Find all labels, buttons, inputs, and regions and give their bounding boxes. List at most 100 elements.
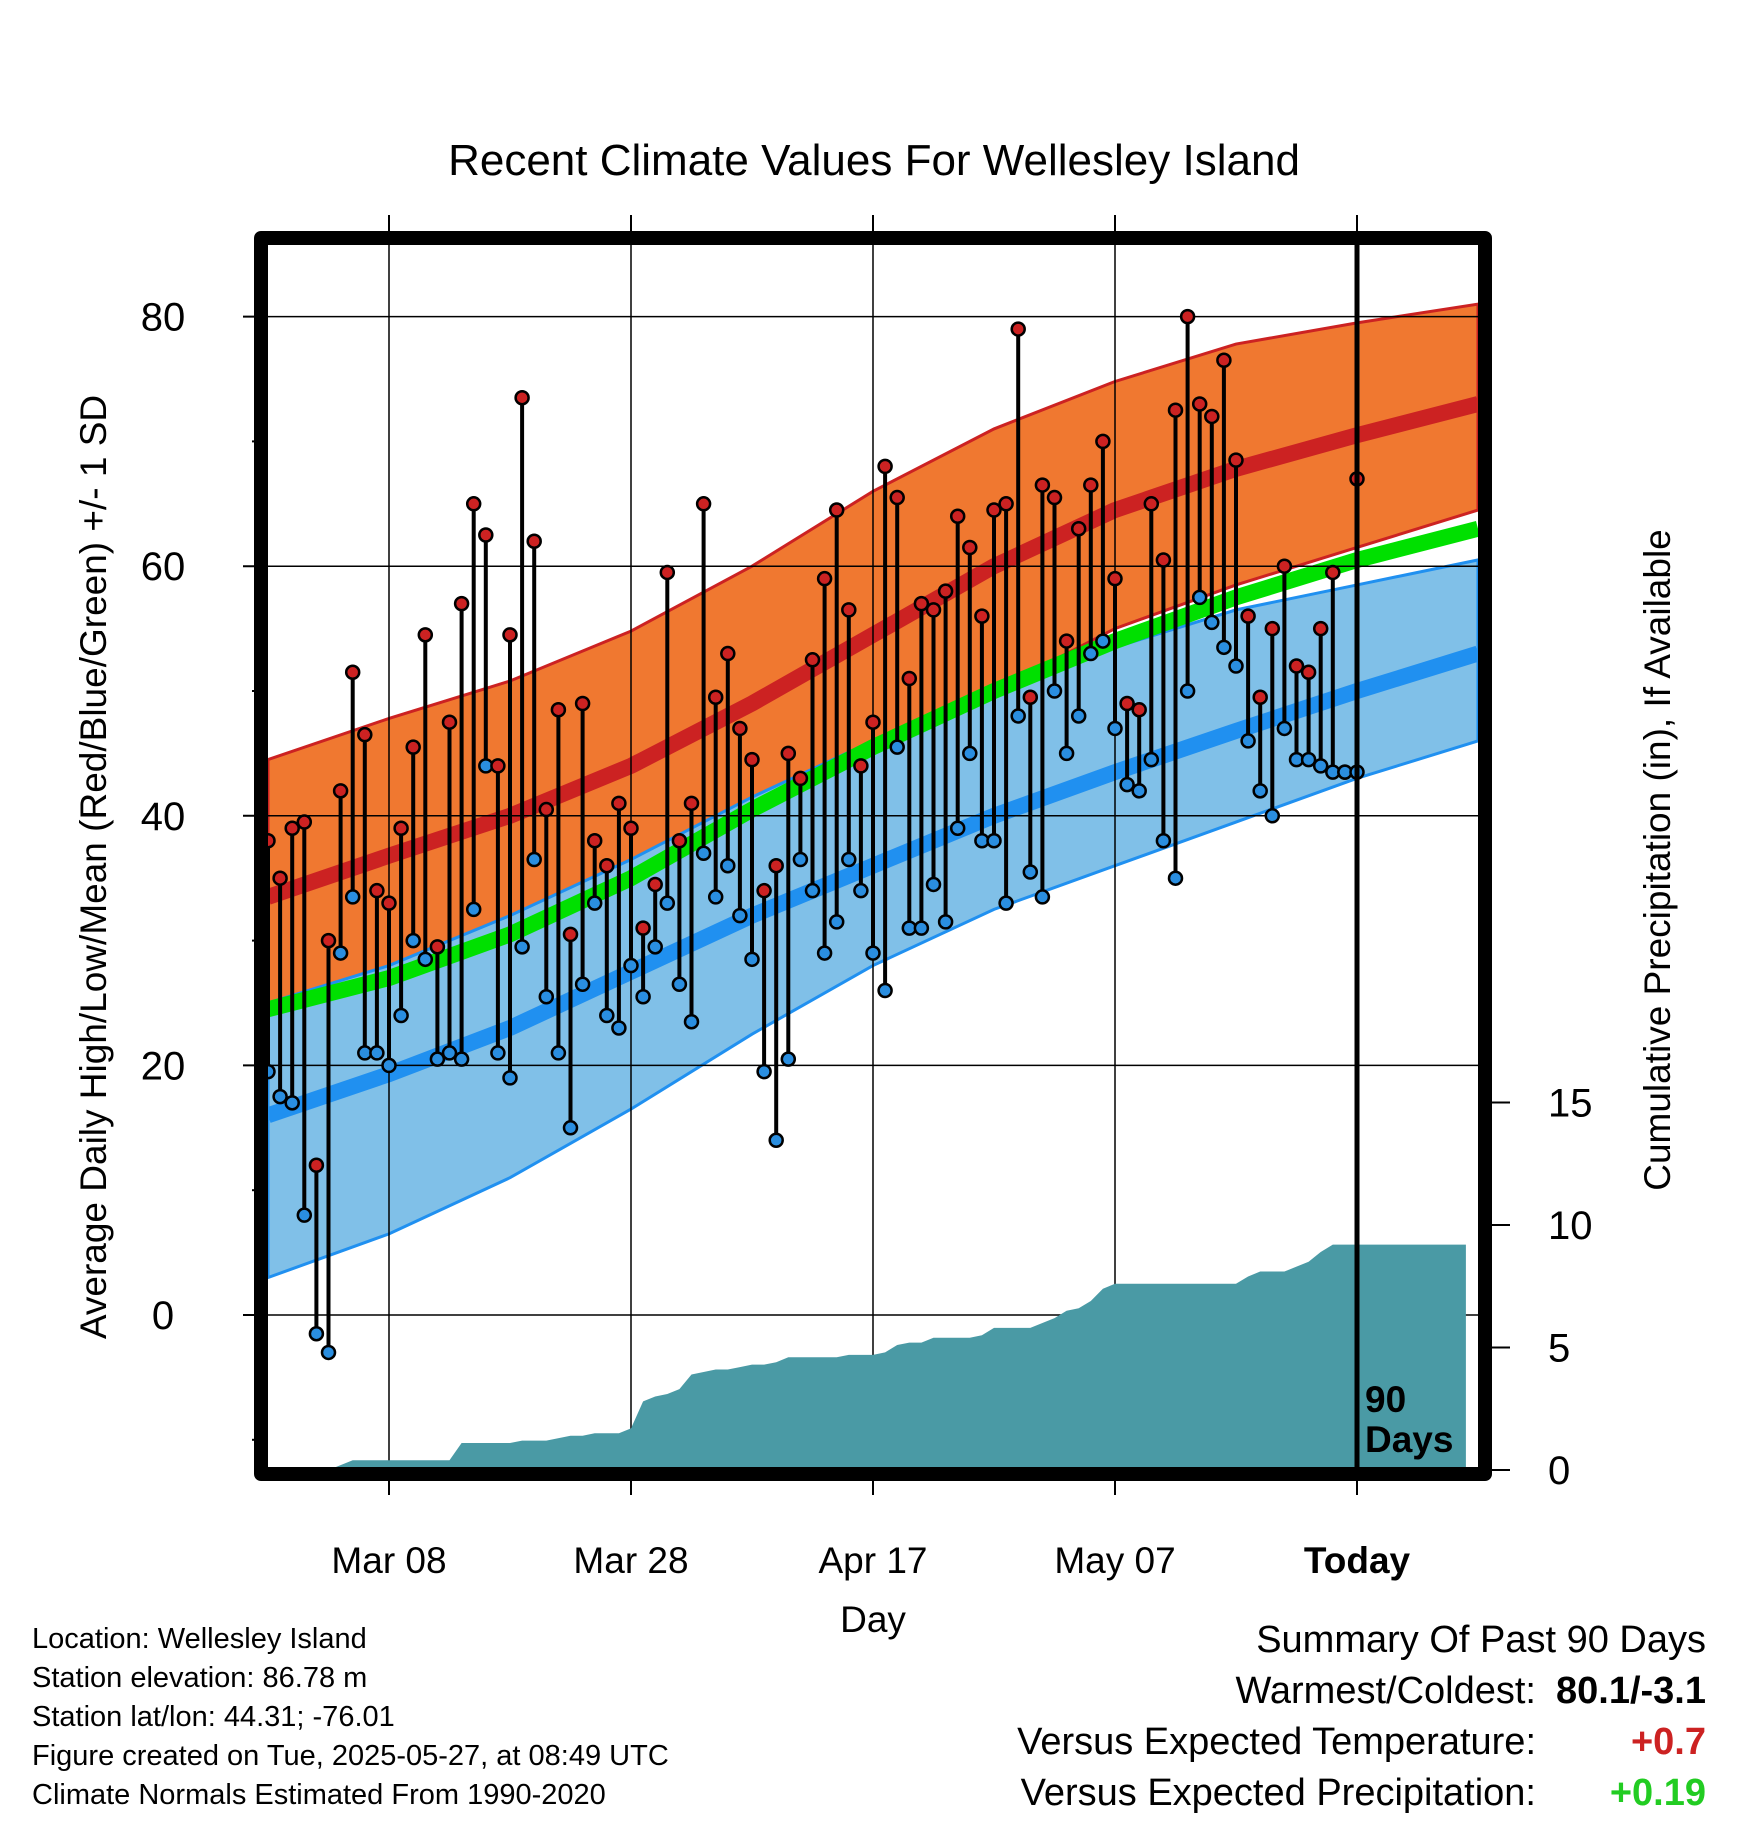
daily-low-point [877,982,893,999]
y-tick-label: 60 [141,545,186,589]
daily-low-point [707,889,724,905]
daily-high-point [332,783,349,799]
y-right-tick-label: 0 [1548,1449,1570,1493]
daily-low-point [732,907,748,924]
daily-low-point [1107,720,1123,737]
daily-high-point [901,670,918,687]
daily-low-point [1191,589,1208,606]
daily-high-point [623,820,639,837]
daily-high-point [441,714,458,730]
daily-low-point [514,939,530,955]
daily-low-point [1228,658,1244,674]
daily-low-point [526,851,542,868]
y-right-tick-label: 10 [1548,1204,1593,1248]
daily-high-point [308,1157,325,1173]
daily-high-point [369,882,385,899]
daily-low-point [574,976,591,993]
daily-high-point [1034,477,1051,493]
daily-low-point [405,932,421,949]
daily-low-point [611,1020,627,1036]
daily-low-point [586,895,603,911]
daily-high-point [514,389,530,406]
daily-high-point [574,695,591,712]
daily-high-point [1046,489,1063,506]
daily-high-point [1022,689,1039,705]
plot-inner [268,245,1478,1467]
daily-low-point [1131,783,1147,799]
daily-low-point [296,1207,313,1223]
elevation-text: Station elevation: 86.78 m [32,1662,368,1694]
daily-low-point [1216,639,1232,656]
warm-cold-row: Warmest/Coldest: 80.1/-3.1 [1017,1666,1706,1717]
daily-low-point [1010,708,1026,724]
daily-high-point [853,758,869,774]
daily-low-point [841,851,857,868]
daily-high-point [865,714,881,730]
daily-high-point [344,664,361,681]
daily-low-point [683,1013,700,1030]
daily-high-point [841,602,857,618]
daily-low-point [381,1057,397,1074]
daily-low-point [744,951,760,968]
daily-high-point [732,720,748,737]
daily-high-point [393,820,409,837]
daily-low-point [284,1095,300,1111]
latlon-text: Station lat/lon: 44.31; -76.01 [32,1701,395,1733]
created-text: Figure created on Tue, 2025-05-27, at 08… [32,1740,669,1772]
daily-high-point [357,726,373,743]
daily-low-point [268,1063,276,1080]
daily-high-point [1300,664,1317,681]
daily-low-point [937,914,954,930]
temp-value: +0.7 [1630,1721,1706,1763]
daily-high-point [429,939,446,955]
daily-high-point [611,795,627,812]
warm-cold-label: Warmest/Coldest: [1235,1670,1536,1712]
daily-low-point [417,951,434,968]
daily-high-point [707,689,724,705]
daily-low-point [453,1051,470,1067]
daily-low-point [429,1051,446,1067]
daily-high-point [586,833,603,849]
daily-low-point [1046,683,1063,699]
daily-low-point [1264,808,1281,824]
location-text: Location: Wellesley Island [32,1623,367,1655]
daily-low-point [889,739,905,755]
y-tick-label: 80 [141,296,186,340]
daily-high-point [998,496,1014,512]
daily-low-point [1240,733,1256,749]
daily-low-point [804,882,821,899]
daily-low-point [949,820,966,837]
x-tick-label: Mar 08 [331,1540,446,1581]
daily-high-point [1312,620,1329,637]
daily-high-point [986,502,1002,518]
daily-high-point [1070,521,1087,537]
daily-high-point [478,527,494,543]
daily-low-point [502,1070,518,1086]
daily-low-point [1155,833,1172,849]
daily-high-point [502,627,518,643]
daily-low-point [1179,683,1196,699]
daily-low-point [720,857,736,874]
daily-high-point [453,595,470,612]
daily-high-point [1276,558,1293,574]
daily-low-point [1083,645,1099,662]
temp-row: Versus Expected Temperature: +0.7 [1017,1717,1706,1768]
daily-low-point [768,1132,784,1149]
daily-high-point [695,496,712,512]
daily-low-point [635,989,651,1005]
daily-low-point [490,1045,506,1061]
x-tick-label: Mar 28 [573,1540,688,1581]
daily-low-point [562,1120,579,1136]
daily-low-point [320,1344,337,1361]
daily-low-point [853,882,869,899]
daily-low-point [1022,864,1039,880]
y-right-tick-label: 5 [1548,1327,1570,1371]
daily-low-point [1204,614,1220,631]
daily-high-point [877,458,893,475]
daily-low-point [1300,751,1317,768]
x-tick-label: Apr 17 [818,1540,927,1581]
daily-high-point [490,758,506,774]
daily-high-point [804,652,821,668]
